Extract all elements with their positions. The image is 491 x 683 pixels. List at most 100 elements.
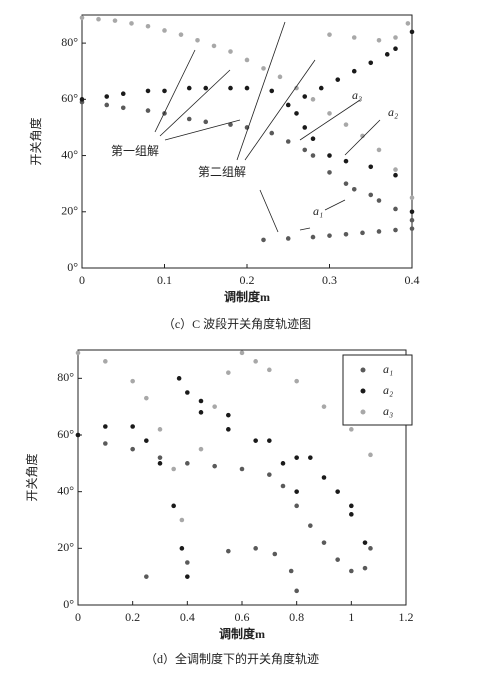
scatter-point bbox=[144, 395, 149, 401]
x-tick-label: 0 bbox=[75, 610, 81, 624]
scatter-point bbox=[310, 97, 316, 102]
scatter-point bbox=[294, 489, 299, 494]
scatter-point bbox=[144, 574, 149, 579]
annotation-arrow bbox=[324, 199, 346, 211]
scatter-point bbox=[294, 588, 299, 594]
y-tick-label: 60° bbox=[57, 427, 74, 441]
scatter-point bbox=[75, 350, 81, 356]
scatter-point bbox=[203, 119, 209, 125]
scatter-point bbox=[294, 455, 299, 460]
scatter-point bbox=[310, 136, 316, 141]
scatter-point bbox=[157, 427, 163, 432]
scatter-point bbox=[321, 475, 327, 480]
scatter-point bbox=[185, 574, 190, 579]
scatter-point bbox=[310, 234, 316, 240]
annotation-arrow bbox=[299, 99, 361, 141]
scatter-point bbox=[409, 29, 415, 35]
legend-box bbox=[342, 354, 413, 426]
scatter-point bbox=[157, 455, 163, 460]
scatter-point bbox=[368, 546, 373, 551]
scatter-point bbox=[384, 52, 390, 57]
scatter-point bbox=[310, 153, 316, 158]
scatter-point bbox=[360, 133, 365, 139]
scatter-point bbox=[130, 446, 135, 452]
scatter-point bbox=[130, 378, 135, 384]
annotation-arrow bbox=[236, 21, 286, 161]
scatter-point bbox=[104, 102, 110, 108]
scatter-point bbox=[294, 85, 299, 91]
y-tick-label: 0° bbox=[67, 260, 78, 274]
scatter-point bbox=[239, 350, 245, 356]
scatter-point bbox=[75, 432, 81, 438]
annotation-arrow bbox=[159, 69, 231, 137]
scatter-point bbox=[349, 568, 354, 574]
scatter-point bbox=[253, 359, 258, 364]
scatter-point bbox=[308, 455, 313, 460]
scatter-point bbox=[244, 57, 250, 63]
scatter-point bbox=[376, 229, 382, 234]
scatter-point bbox=[130, 424, 135, 429]
scatter-point bbox=[157, 461, 163, 466]
series-label: a₃ bbox=[352, 88, 362, 102]
y-tick-label: 0° bbox=[63, 597, 74, 611]
scatter-point bbox=[226, 427, 231, 432]
scatter-point bbox=[343, 158, 349, 164]
scatter-point bbox=[321, 404, 327, 409]
scatter-point bbox=[162, 28, 167, 33]
x-tick-label: 0.4 bbox=[180, 610, 195, 624]
scatter-point bbox=[211, 43, 217, 49]
scatter-point bbox=[244, 85, 250, 91]
legend-swatch bbox=[360, 409, 366, 415]
x-tick-label: 0 bbox=[79, 273, 85, 287]
annotation-arrow bbox=[154, 49, 196, 133]
caption: （c）C 波段开关角度轨迹图 bbox=[163, 316, 311, 331]
scatter-point bbox=[302, 125, 308, 130]
scatter-point bbox=[228, 49, 233, 54]
y-tick-label: 40° bbox=[57, 483, 74, 497]
scatter-point bbox=[280, 483, 286, 489]
scatter-point bbox=[185, 390, 190, 395]
scatter-point bbox=[362, 565, 368, 571]
scatter-point bbox=[308, 523, 313, 528]
scatter-point bbox=[269, 130, 275, 136]
scatter-point bbox=[321, 540, 327, 545]
scatter-point bbox=[171, 466, 176, 472]
scatter-point bbox=[103, 359, 108, 364]
legend-swatch bbox=[360, 367, 366, 373]
scatter-point bbox=[185, 461, 190, 466]
x-tick-label: 0.4 bbox=[405, 273, 420, 287]
scatter-point bbox=[327, 111, 332, 116]
y-tick-label: 40° bbox=[61, 147, 78, 161]
scatter-point bbox=[368, 192, 374, 198]
scatter-point bbox=[267, 438, 272, 443]
chart: 0° 20° 40° 60° 80° 0 0.2 0.4 0.6 0.8 1 1.2 调制度m 开关角度 （… bbox=[24, 349, 414, 666]
scatter-point bbox=[186, 116, 192, 122]
x-tick-label: 0.1 bbox=[157, 273, 172, 287]
plot-frame bbox=[81, 14, 413, 269]
scatter-point bbox=[393, 46, 398, 52]
x-tick-label: 1.2 bbox=[399, 610, 414, 624]
scatter-point bbox=[178, 32, 184, 37]
scatter-point bbox=[349, 512, 354, 517]
scatter-point bbox=[226, 412, 231, 418]
scatter-point bbox=[288, 568, 294, 574]
scatter-point bbox=[302, 147, 308, 153]
x-tick-label: 0.3 bbox=[322, 273, 337, 287]
scatter-point bbox=[103, 424, 108, 429]
scatter-point bbox=[327, 32, 332, 37]
scatter-point bbox=[351, 35, 357, 40]
scatter-point bbox=[280, 461, 286, 466]
scatter-point bbox=[198, 410, 204, 415]
scatter-point bbox=[145, 23, 151, 29]
scatter-point bbox=[120, 91, 126, 97]
scatter-point bbox=[261, 237, 266, 243]
annotation: 第二组解 bbox=[198, 165, 246, 179]
scatter-point bbox=[409, 209, 415, 215]
scatter-point bbox=[335, 77, 341, 82]
scatter-point bbox=[226, 548, 231, 554]
scatter-point bbox=[343, 231, 349, 237]
scatter-point bbox=[203, 85, 209, 91]
x-tick-label: 0.2 bbox=[240, 273, 255, 287]
scatter-point bbox=[351, 186, 357, 192]
